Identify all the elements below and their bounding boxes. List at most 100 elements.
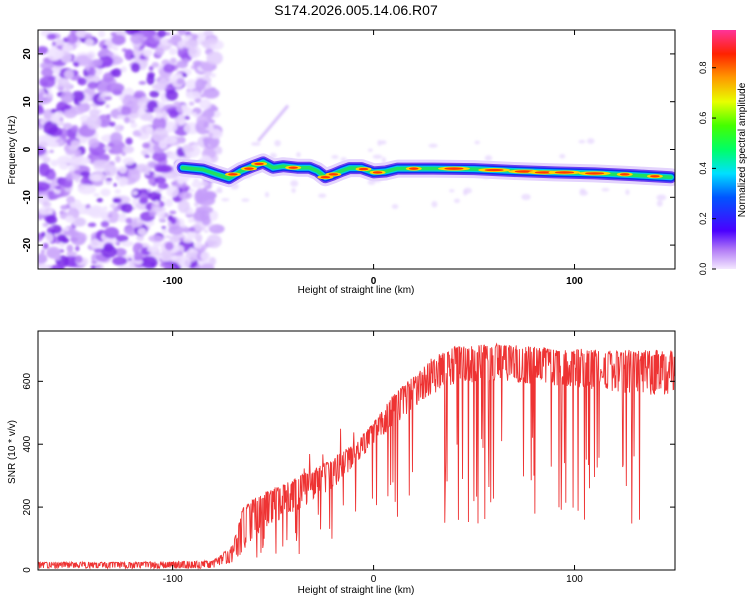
noise-blob bbox=[149, 90, 160, 98]
noise-blob bbox=[169, 235, 181, 244]
noise-blob bbox=[111, 68, 122, 78]
noise-blob bbox=[72, 156, 91, 166]
noise-blob bbox=[210, 87, 216, 91]
noise-blob bbox=[45, 93, 54, 98]
noise-blob bbox=[264, 191, 270, 198]
snr-ytick-label: 400 bbox=[22, 435, 33, 452]
noise-blob bbox=[53, 69, 61, 75]
noise-blob bbox=[169, 210, 177, 215]
noise-blob bbox=[194, 189, 205, 204]
noise-blob bbox=[165, 235, 172, 239]
noise-blob bbox=[169, 57, 177, 65]
noise-blob bbox=[102, 72, 115, 83]
noise-blob bbox=[111, 34, 126, 46]
noise-blob bbox=[49, 226, 54, 230]
noise-blob bbox=[38, 46, 49, 55]
noise-blob bbox=[210, 72, 216, 78]
noise-blob bbox=[124, 49, 134, 61]
noise-blob bbox=[185, 79, 198, 90]
noise-blob bbox=[177, 178, 185, 185]
noise-blob bbox=[188, 227, 196, 233]
noise-blob bbox=[155, 165, 170, 173]
signal-peak bbox=[484, 168, 504, 172]
noise-blob bbox=[118, 165, 127, 174]
noise-blob bbox=[39, 76, 56, 88]
spectrogram-ytick-label: 10 bbox=[22, 96, 33, 108]
noise-blob bbox=[200, 251, 211, 261]
noise-blob bbox=[145, 42, 152, 47]
noise-blob bbox=[153, 107, 162, 113]
spectrogram-ylabel: Frequency (Hz) bbox=[7, 116, 18, 185]
noise-blob bbox=[106, 140, 126, 155]
colorbar-tick-label: 0.6 bbox=[698, 112, 708, 125]
noise-blob bbox=[178, 191, 193, 200]
noise-blob bbox=[147, 188, 152, 193]
noise-blob bbox=[90, 238, 100, 249]
noise-blob bbox=[193, 111, 197, 117]
noise-blob bbox=[656, 200, 663, 207]
noise-blob bbox=[50, 159, 59, 167]
noise-blob bbox=[656, 194, 667, 201]
noise-blob bbox=[156, 210, 166, 218]
noise-blob bbox=[54, 189, 61, 195]
noise-blob bbox=[85, 66, 90, 71]
noise-blob bbox=[179, 256, 191, 269]
colorbar: 0.0 0.2 0.4 0.6 0.8 Normalized spectral ampl… bbox=[698, 30, 748, 275]
noise-blob bbox=[178, 120, 186, 125]
noise-blob bbox=[39, 264, 50, 269]
noise-blob bbox=[209, 225, 218, 231]
noise-blob bbox=[40, 61, 54, 70]
noise-blob bbox=[112, 197, 122, 204]
noise-blob bbox=[453, 198, 461, 203]
noise-blob bbox=[164, 135, 178, 145]
noise-blob bbox=[130, 122, 138, 129]
noise-blob bbox=[157, 182, 169, 190]
noise-blob bbox=[103, 242, 114, 253]
noise-blob bbox=[186, 231, 198, 239]
noise-blob bbox=[193, 242, 203, 249]
noise-blob bbox=[54, 84, 59, 89]
noise-blob bbox=[179, 136, 185, 143]
noise-blob bbox=[189, 47, 198, 55]
noise-blob bbox=[202, 108, 215, 119]
noise-blob bbox=[71, 124, 79, 133]
noise-blob bbox=[42, 242, 49, 250]
colorbar-label: Normalized spectral amplitude bbox=[737, 82, 748, 217]
noise-blob bbox=[138, 197, 149, 205]
noise-blob bbox=[38, 181, 51, 192]
noise-blob bbox=[132, 190, 139, 196]
noise-blob bbox=[102, 206, 108, 211]
noise-blob bbox=[195, 78, 206, 91]
noise-blob bbox=[77, 77, 87, 86]
noise-blob bbox=[125, 217, 133, 224]
chart-title: S174.2026.005.14.06.R07 bbox=[274, 2, 438, 18]
noise-blob bbox=[241, 198, 250, 202]
noise-blob bbox=[38, 162, 50, 177]
noise-blob bbox=[163, 63, 175, 74]
noise-blob bbox=[125, 226, 135, 234]
noise-blob bbox=[204, 229, 209, 233]
noise-blob bbox=[129, 119, 136, 124]
noise-blob bbox=[206, 234, 222, 249]
noise-blob bbox=[205, 36, 219, 45]
noise-blob bbox=[84, 38, 94, 47]
noise-blob bbox=[79, 233, 86, 238]
noise-blob bbox=[391, 204, 399, 209]
noise-streak bbox=[257, 104, 289, 142]
noise-blob bbox=[152, 151, 168, 162]
noise-blob bbox=[158, 77, 168, 87]
noise-blob bbox=[89, 108, 100, 118]
noise-blob bbox=[380, 140, 387, 145]
noise-blob bbox=[45, 233, 54, 243]
noise-blob bbox=[70, 105, 86, 115]
spectrogram-signal bbox=[173, 153, 675, 188]
snr-line bbox=[38, 342, 675, 570]
noise-blob bbox=[559, 153, 566, 159]
noise-blob bbox=[112, 46, 119, 51]
signal-peak bbox=[585, 172, 605, 175]
noise-blob bbox=[90, 265, 97, 269]
noise-blob bbox=[137, 227, 147, 236]
noise-blob bbox=[87, 81, 99, 89]
